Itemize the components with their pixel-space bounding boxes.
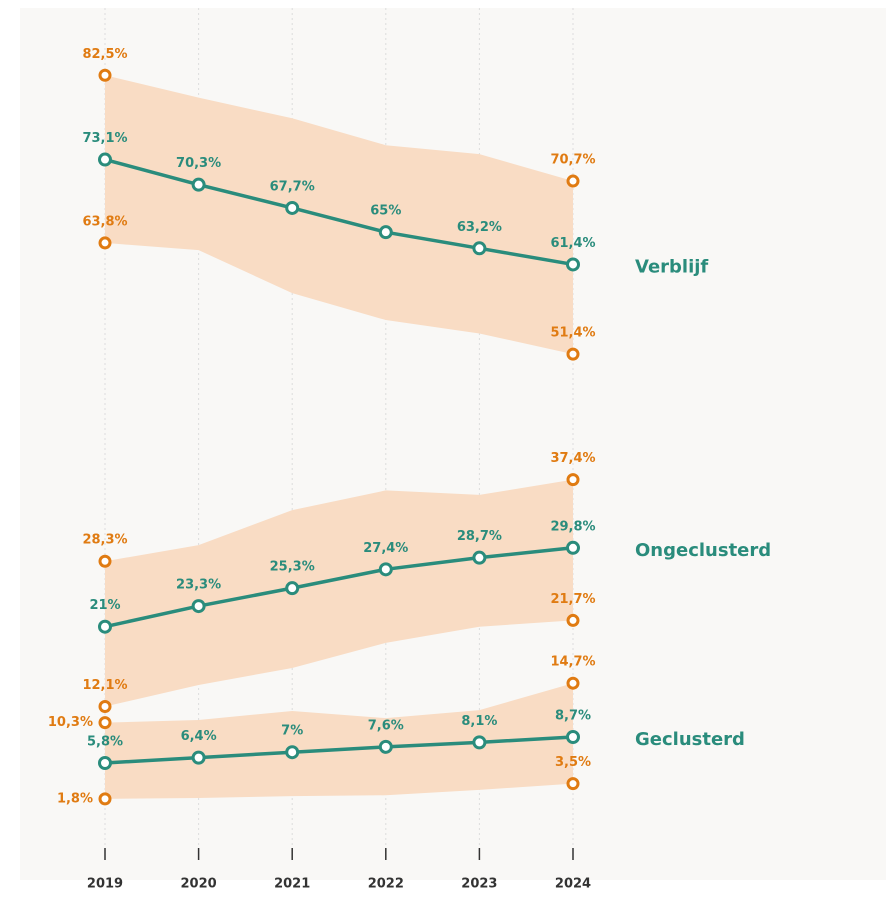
series-label: Ongeclusterd	[635, 540, 771, 561]
series-label: Verblijf	[635, 256, 708, 277]
value-label: 27,4%	[363, 541, 408, 556]
band-point	[566, 613, 580, 627]
band-label: 3,5%	[555, 755, 591, 770]
point	[472, 241, 487, 256]
point	[378, 739, 393, 754]
band-point	[566, 676, 580, 690]
value-label: 5,8%	[87, 734, 123, 749]
x-tick-label: 2023	[461, 877, 497, 892]
band-label: 28,3%	[82, 533, 127, 548]
value-label: 63,2%	[457, 220, 502, 235]
value-label: 61,4%	[550, 236, 595, 251]
point	[566, 729, 580, 744]
value-label: 7%	[281, 724, 303, 739]
value-label: 67,7%	[270, 179, 315, 194]
point	[566, 257, 580, 272]
point	[285, 581, 300, 596]
band-point	[566, 174, 580, 188]
band-point	[98, 68, 112, 82]
line	[104, 735, 574, 765]
value-label: 65%	[370, 204, 401, 219]
band-label: 51,4%	[550, 326, 595, 341]
point	[98, 619, 112, 634]
band	[105, 479, 573, 707]
point	[472, 550, 487, 565]
point	[378, 225, 393, 240]
point	[285, 200, 300, 215]
band-label: 37,4%	[550, 451, 595, 466]
line	[104, 546, 574, 629]
x-tick-label: 2022	[368, 877, 404, 892]
band-label: 12,1%	[82, 678, 127, 693]
value-label: 8,1%	[461, 714, 497, 729]
point	[191, 750, 206, 765]
point	[98, 755, 112, 770]
point	[285, 745, 300, 760]
band-point	[98, 792, 112, 806]
value-label: 73,1%	[82, 131, 127, 146]
band-point	[98, 700, 112, 714]
value-label: 23,3%	[176, 578, 221, 593]
value-label: 28,7%	[457, 529, 502, 544]
value-label: 8,7%	[555, 708, 591, 723]
point	[378, 562, 393, 577]
band-label: 10,3%	[48, 715, 93, 730]
point	[566, 540, 580, 555]
value-label: 70,3%	[176, 156, 221, 171]
value-label: 6,4%	[181, 729, 217, 744]
x-tick-label: 2020	[181, 877, 217, 892]
band-point	[98, 236, 112, 250]
value-label: 29,8%	[550, 519, 595, 534]
value-label: 7,6%	[368, 718, 404, 733]
value-label: 25,3%	[270, 560, 315, 575]
band-point	[98, 554, 112, 568]
x-tick-label: 2024	[555, 877, 591, 892]
band-point	[98, 716, 112, 730]
x-tick-label: 2021	[274, 877, 310, 892]
band-point	[566, 777, 580, 791]
band-label: 21,7%	[550, 592, 595, 607]
line	[104, 157, 574, 267]
band-point	[566, 473, 580, 487]
point	[472, 735, 487, 750]
series-label: Geclusterd	[635, 729, 745, 750]
band	[105, 683, 573, 799]
x-tick-label: 2019	[87, 877, 123, 892]
point	[191, 599, 206, 614]
band-label: 70,7%	[550, 153, 595, 168]
band-label: 82,5%	[82, 47, 127, 62]
band-point	[566, 347, 580, 361]
value-label: 21%	[89, 598, 120, 613]
band	[105, 75, 573, 355]
band-label: 1,8%	[57, 791, 93, 806]
band-label: 63,8%	[82, 214, 127, 229]
point	[98, 152, 112, 167]
point	[191, 177, 206, 192]
band-label: 14,7%	[550, 655, 595, 670]
